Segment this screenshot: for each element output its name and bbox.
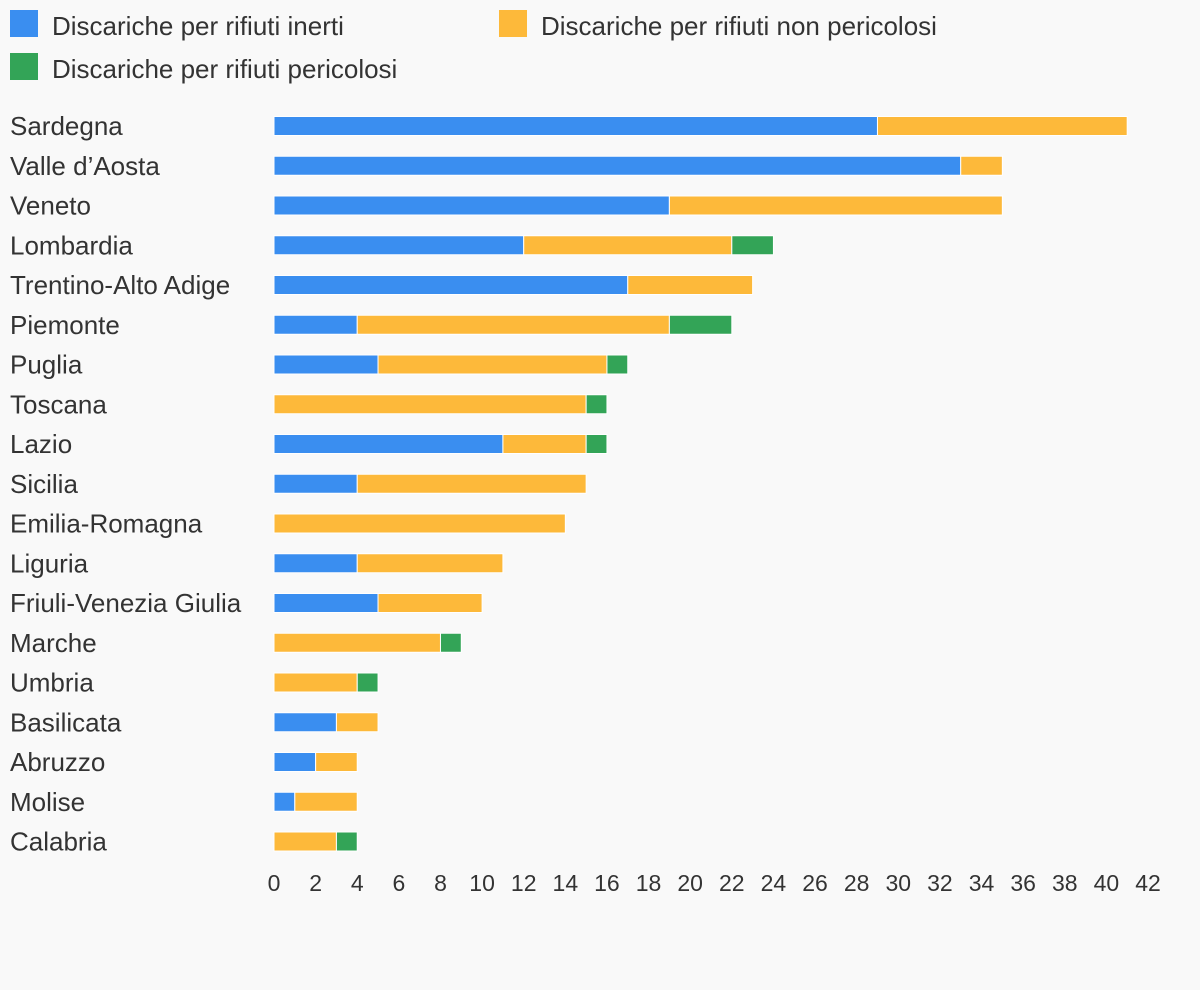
bar-segment [523, 235, 733, 256]
bar-segment [273, 116, 878, 136]
bar-segment [273, 195, 670, 216]
category-label: Trentino-Alto Adige [10, 270, 230, 300]
category-label: Basilicata [10, 707, 122, 737]
category-label: Sicilia [10, 469, 78, 499]
bar-segment [273, 791, 296, 812]
bar-segment [356, 473, 587, 494]
x-tick-label: 22 [719, 870, 745, 896]
bar-segment [273, 513, 566, 534]
bar-segment [377, 354, 608, 375]
bar-segment [273, 354, 379, 375]
x-tick-label: 42 [1135, 870, 1161, 896]
category-label: Sardegna [10, 111, 123, 141]
bar-segment [876, 116, 1128, 136]
bar-segment [335, 712, 379, 733]
bar-segment [273, 672, 358, 693]
x-tick-label: 18 [636, 870, 662, 896]
bar-segment [273, 632, 441, 653]
x-tick-label: 24 [761, 870, 787, 896]
bar-segment [273, 155, 962, 176]
bar-segment [356, 314, 670, 335]
legend-label: Discariche per rifiuti inerti [52, 11, 344, 41]
bar-segment [273, 593, 379, 613]
category-label: Toscana [10, 389, 107, 419]
category-label: Puglia [10, 350, 83, 380]
bar-segment [439, 632, 462, 653]
bar-segment [273, 831, 337, 852]
bar-segment [273, 275, 629, 295]
x-tick-label: 4 [351, 870, 364, 896]
bar-segment [377, 593, 483, 613]
category-label: Liguria [10, 548, 89, 578]
bar-segment [315, 752, 358, 772]
x-tick-label: 36 [1010, 870, 1036, 896]
x-tick-label: 40 [1094, 870, 1120, 896]
bar-segment [356, 672, 379, 693]
bar-segment [273, 712, 337, 733]
category-label: Emilia-Romagna [10, 509, 203, 539]
category-label: Piemonte [10, 310, 120, 340]
bar-segment [273, 473, 358, 494]
x-tick-label: 8 [434, 870, 447, 896]
bar-segment [585, 434, 608, 454]
bar-segment [731, 235, 774, 256]
bar-segment [585, 394, 608, 415]
bar-segment [273, 553, 358, 574]
legend-label: Discariche per rifiuti non pericolosi [541, 11, 937, 41]
category-label: Valle d’Aosta [10, 151, 160, 181]
bar-segment [356, 553, 504, 574]
category-label: Friuli-Venezia Giulia [10, 588, 242, 618]
x-tick-label: 20 [677, 870, 703, 896]
bar-segment [273, 752, 317, 772]
category-label: Calabria [10, 827, 107, 857]
bar-segment [273, 314, 358, 335]
category-label: Lazio [10, 429, 72, 459]
bar-segment [668, 314, 733, 335]
bar-segment [335, 831, 358, 852]
x-tick-label: 14 [553, 870, 579, 896]
bar-segment [294, 791, 358, 812]
bar-segment [273, 434, 504, 454]
x-axis: 0 2 4 6 8 10 12 14 16 18 20 22 24 26 28 30 32 34 36 38 40 42 [268, 870, 1161, 896]
bar-segment [273, 394, 587, 415]
category-label: Lombardia [10, 230, 133, 260]
category-label: Molise [10, 787, 85, 817]
legend-swatch [10, 10, 38, 37]
bar-segment [668, 195, 1003, 216]
x-tick-label: 38 [1052, 870, 1078, 896]
legend: Discariche per rifiuti inerti Discariche … [10, 10, 937, 84]
bar-segment [502, 434, 587, 454]
category-label: Veneto [10, 191, 91, 221]
legend-swatch [10, 53, 38, 80]
x-tick-label: 12 [511, 870, 537, 896]
x-tick-label: 32 [927, 870, 953, 896]
x-tick-label: 2 [309, 870, 322, 896]
x-tick-label: 16 [594, 870, 620, 896]
legend-swatch [499, 10, 527, 37]
bars [273, 116, 1128, 852]
x-tick-label: 30 [885, 870, 911, 896]
x-tick-label: 0 [268, 870, 281, 896]
bar-segment [606, 354, 629, 375]
bar-segment [273, 235, 525, 256]
x-tick-label: 28 [844, 870, 870, 896]
x-tick-label: 26 [802, 870, 828, 896]
bar-segment [627, 275, 754, 295]
x-tick-label: 10 [469, 870, 495, 896]
category-label: Marche [10, 628, 97, 658]
bar-segment [960, 155, 1003, 176]
x-tick-label: 6 [392, 870, 405, 896]
category-label: Abruzzo [10, 747, 105, 777]
x-tick-label: 34 [969, 870, 995, 896]
category-labels: Sardegna Valle d’Aosta Veneto Lombardia Tren… [10, 111, 242, 857]
legend-label: Discariche per rifiuti pericolosi [52, 54, 397, 84]
category-label: Umbria [10, 668, 94, 698]
